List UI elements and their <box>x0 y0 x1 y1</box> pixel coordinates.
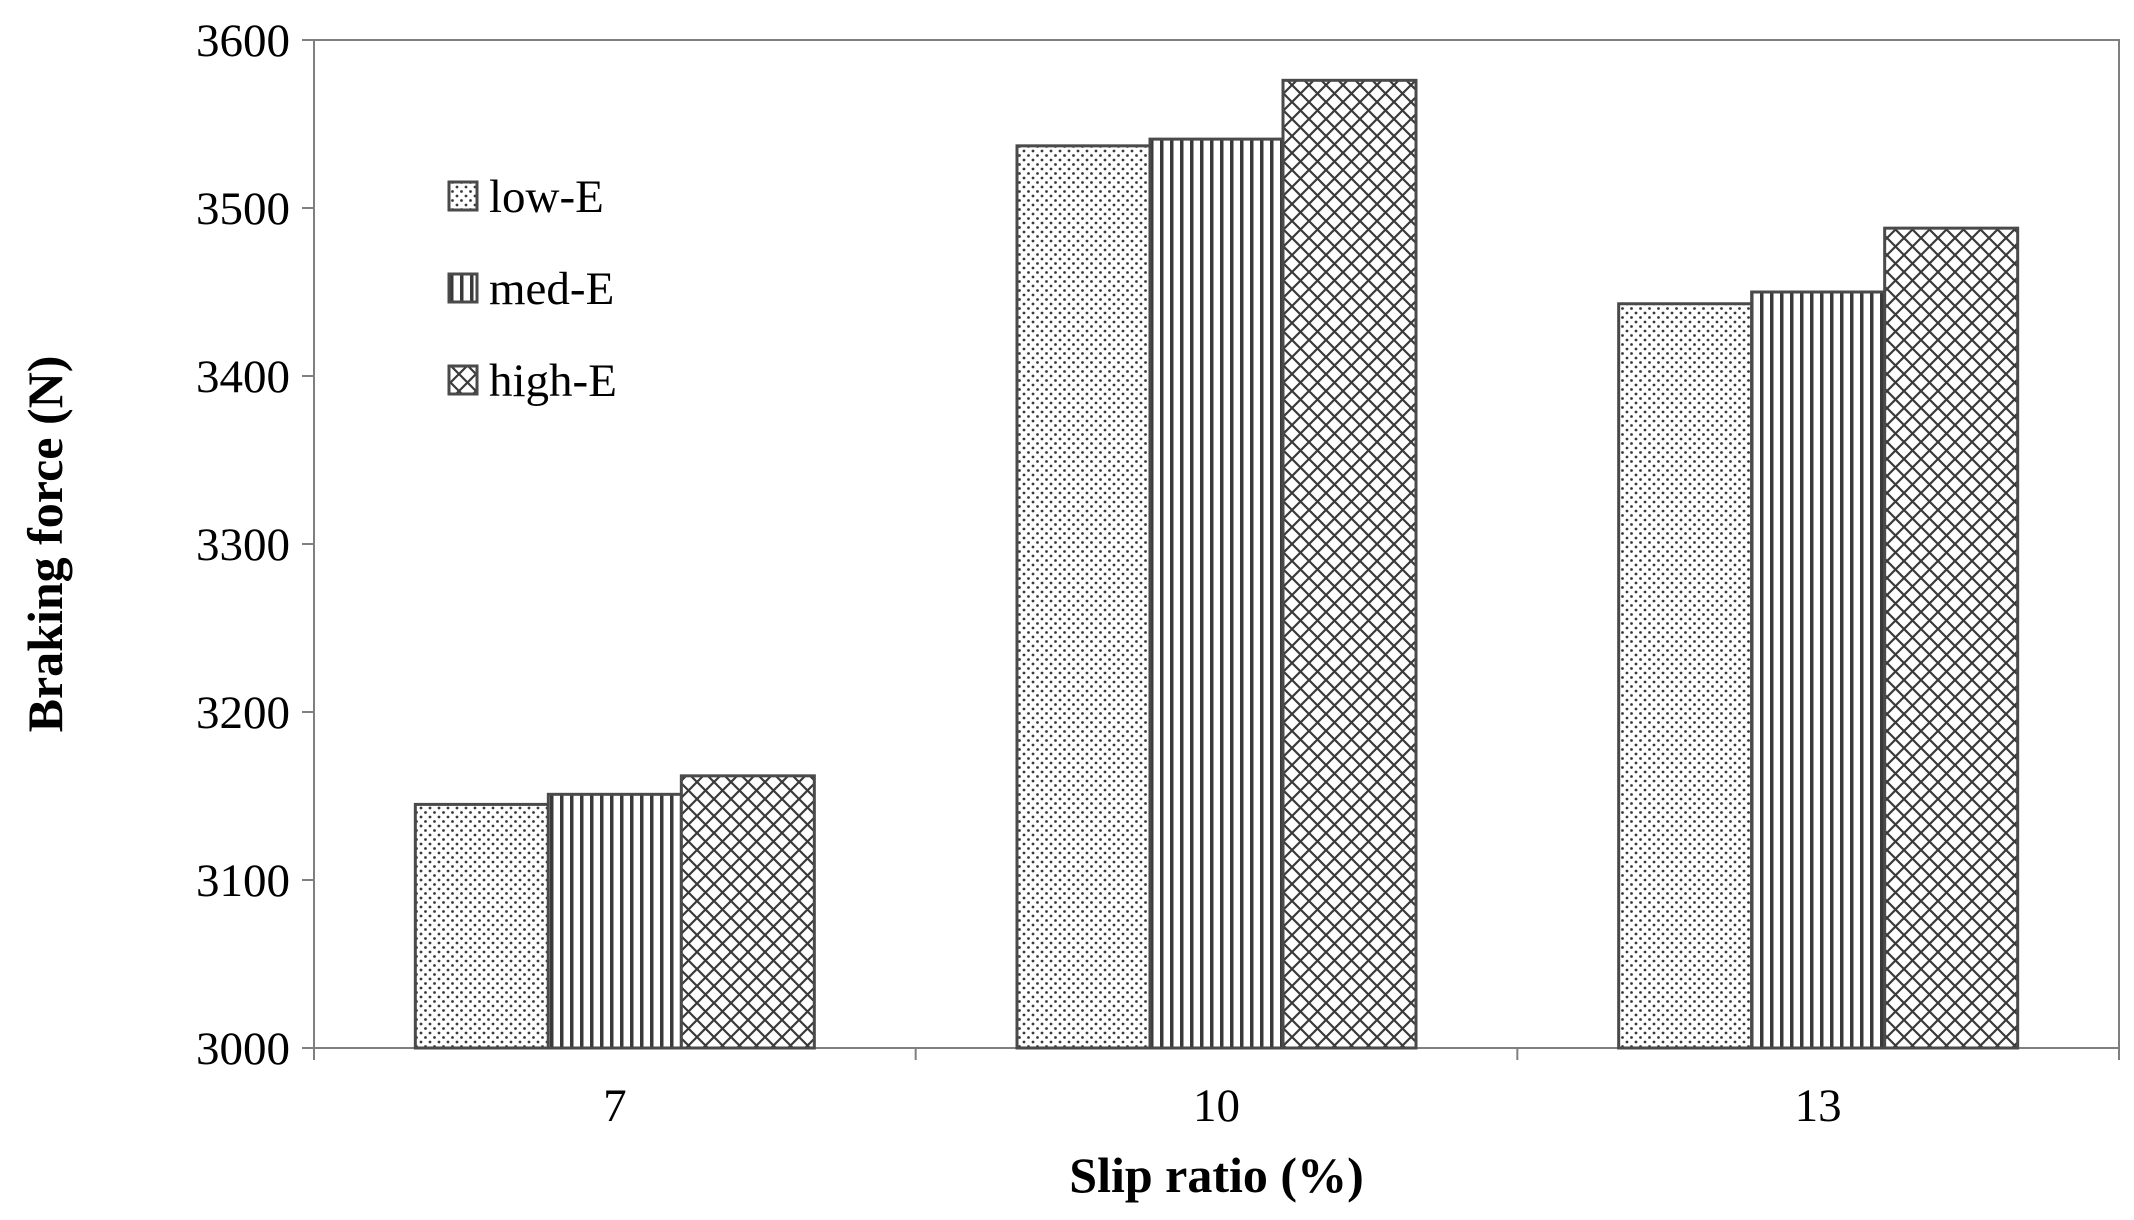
bar-series-group <box>413 78 2020 1050</box>
y-axis-title: Braking force (N) <box>17 356 73 733</box>
legend-label-high-E: high-E <box>489 355 617 407</box>
y-tick-label: 3500 <box>196 183 290 235</box>
y-tick-label: 3600 <box>196 15 290 67</box>
legend-swatch-low-E <box>447 180 479 212</box>
bar-low-E-7 <box>413 802 550 1050</box>
y-axis: 3000 3100 3200 3300 3400 3500 3600 <box>196 15 314 1075</box>
legend-swatch-med-E <box>447 272 479 304</box>
x-tick-label: 10 <box>1193 1080 1240 1132</box>
x-axis: 7 10 13 <box>313 1048 2120 1132</box>
bar-med-E-7 <box>546 792 683 1050</box>
bar-high-E-7 <box>679 774 816 1050</box>
legend: low-E med-E high-E <box>447 171 617 407</box>
x-axis-title: Slip ratio (%) <box>1069 1147 1363 1203</box>
legend-swatch-high-E <box>447 364 479 396</box>
bar-low-E-13 <box>1617 302 1754 1050</box>
y-tick-label: 3200 <box>196 687 290 739</box>
bar-med-E-10 <box>1148 137 1285 1050</box>
y-tick-label: 3000 <box>196 1023 290 1075</box>
bar-low-E-10 <box>1015 144 1152 1050</box>
y-tick-label: 3300 <box>196 519 290 571</box>
bar-high-E-13 <box>1883 226 2020 1050</box>
bar-med-E-13 <box>1750 290 1887 1050</box>
legend-label-med-E: med-E <box>489 263 614 315</box>
bar-high-E-10 <box>1281 78 1418 1050</box>
y-tick-label: 3400 <box>196 351 290 403</box>
legend-label-low-E: low-E <box>489 171 604 223</box>
x-tick-label: 13 <box>1795 1080 1842 1132</box>
y-tick-label: 3100 <box>196 855 290 907</box>
x-tick-label: 7 <box>603 1080 627 1132</box>
